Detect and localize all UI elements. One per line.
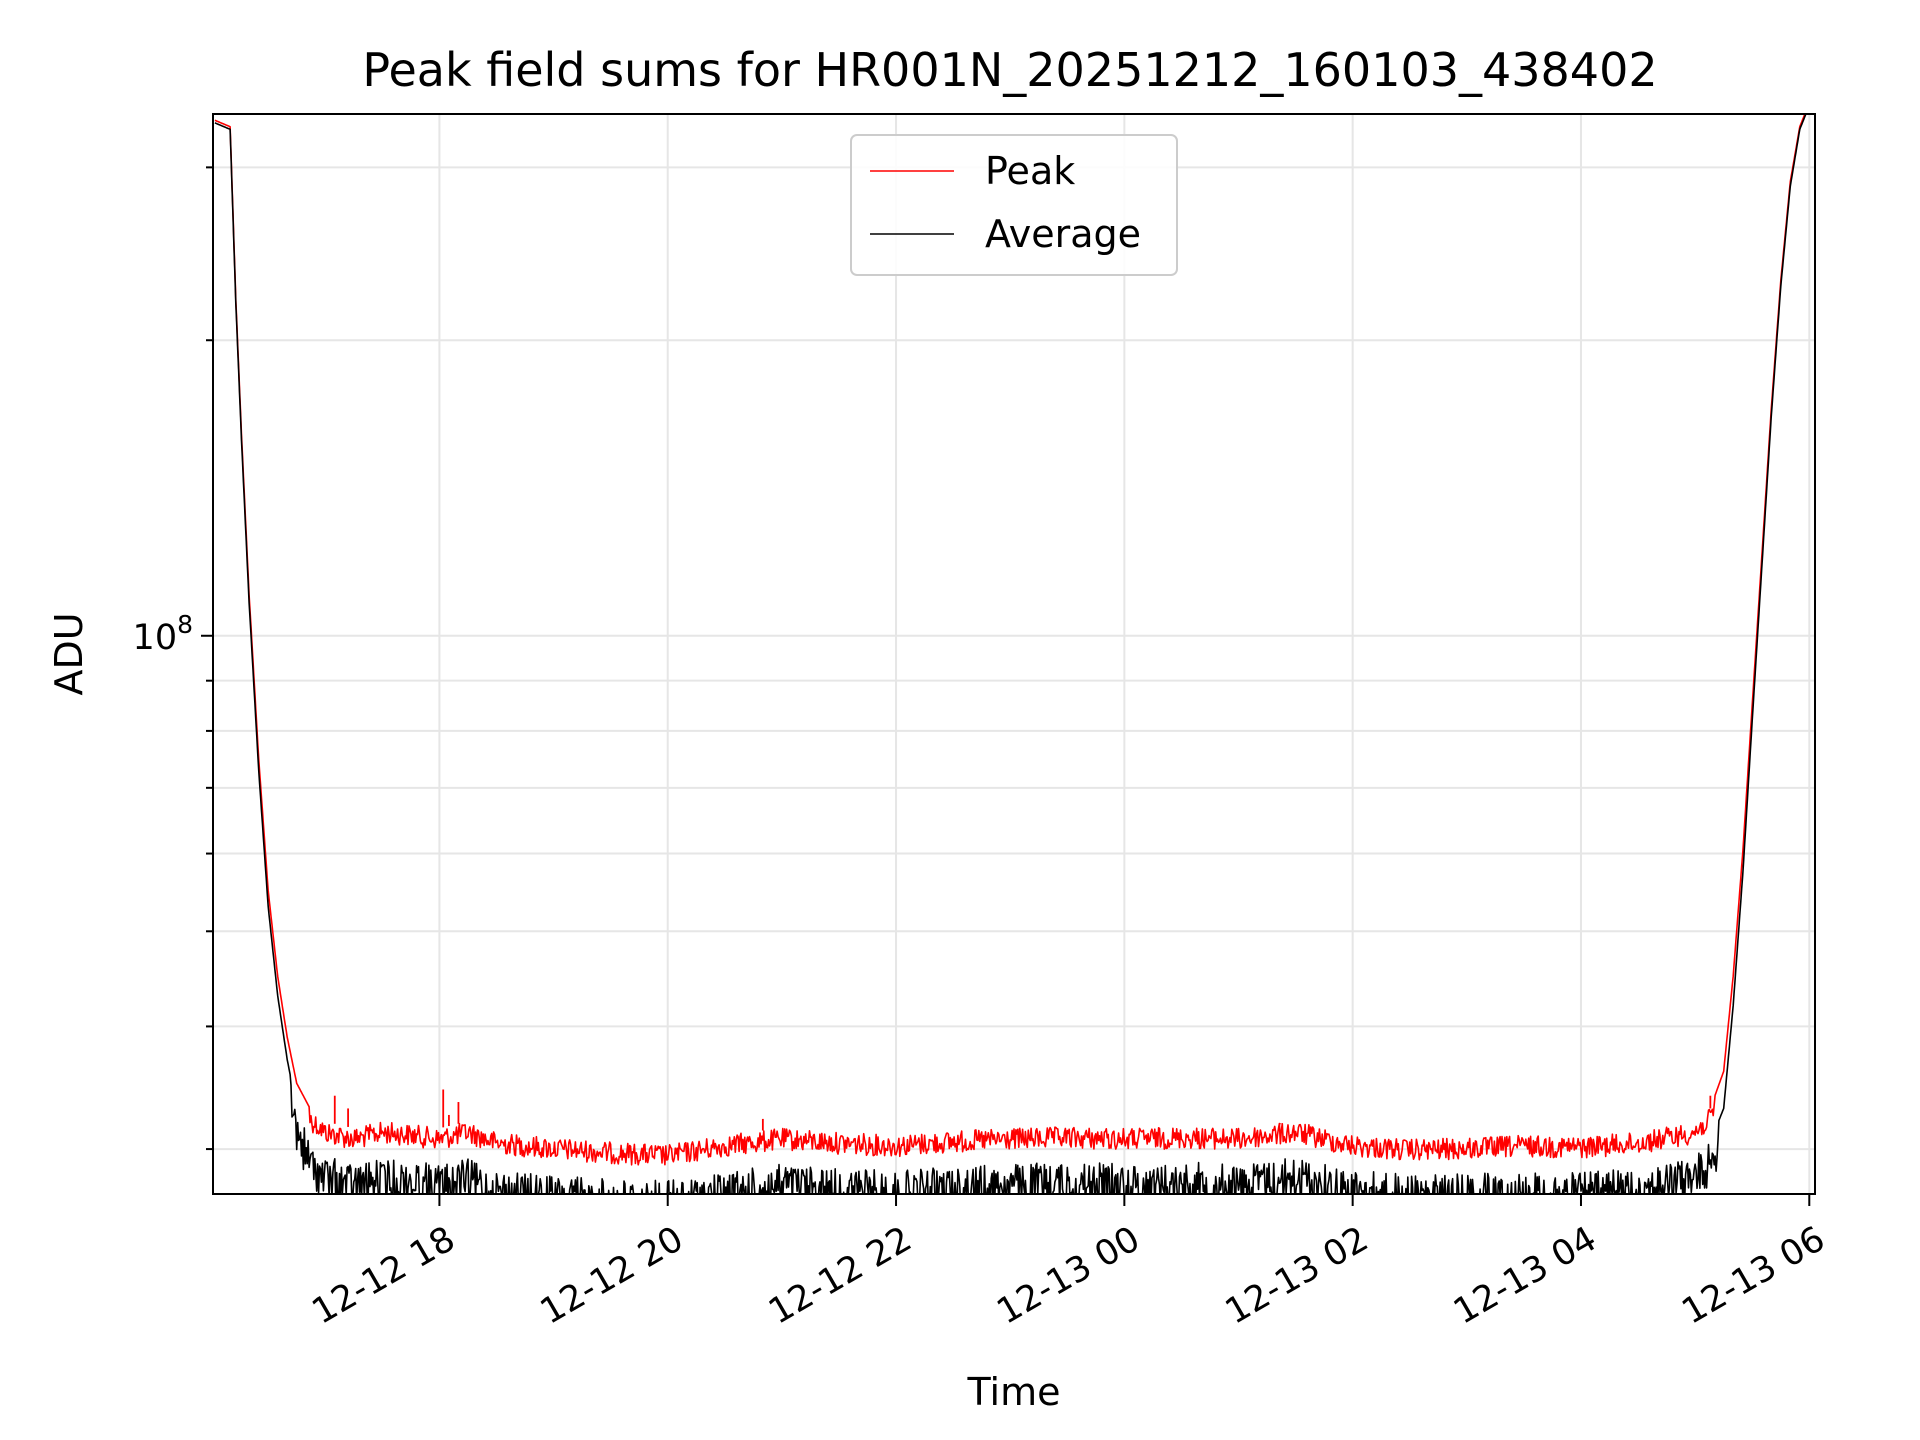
legend-frame (850, 134, 1178, 276)
y-axis-label: ADU (47, 612, 91, 695)
legend-label-average: Average (985, 212, 1141, 256)
plot-area (214, 114, 1807, 1194)
legend: Peak Average (850, 134, 1178, 276)
chart-title: Peak field sums for HR001N_20251212_1601… (362, 43, 1657, 97)
series-line-peak (214, 114, 1806, 1166)
y-tick-label: 108 (133, 610, 193, 658)
x-axis-label: Time (967, 1370, 1061, 1414)
y-axis: 108 (133, 166, 213, 1151)
series-line-average (214, 114, 1807, 1194)
plot-frame (212, 113, 1816, 1195)
legend-label-peak: Peak (985, 149, 1075, 193)
